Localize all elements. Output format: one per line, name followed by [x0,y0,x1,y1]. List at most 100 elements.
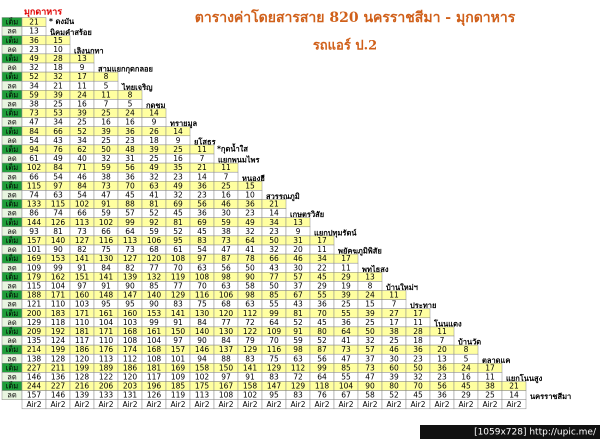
fare: 141 [99,272,114,281]
fare: 16 [461,372,471,381]
fare: 169 [27,254,42,263]
fare: 9 [296,227,301,236]
fare: 36 [29,36,39,45]
bus-type: Air2 [50,400,65,409]
fare: 73 [101,181,111,190]
fare: 99 [317,363,327,372]
fare: 9 [152,118,157,127]
bus-type: Air2 [482,400,497,409]
fare: 183 [51,309,66,318]
row-label: เต็ม [6,290,18,300]
fare: 25 [101,136,111,145]
fare: 11 [317,245,327,254]
fare: 5 [104,81,109,90]
row-label: เต็ม [6,108,18,118]
fare: 7 [104,99,109,108]
fare: 109 [171,372,186,381]
fare: 67 [293,291,303,300]
fare: 45 [317,272,327,281]
fare: 47 [365,372,375,381]
fare: 112 [291,363,306,372]
fare: 29 [341,272,351,281]
fare: 32 [101,154,111,163]
fare: 30 [389,354,399,363]
fare: 171 [99,327,114,336]
station: นิคมคำสร้อย [50,28,92,37]
fare: 99 [53,263,63,272]
fare: 21 [509,382,519,391]
fare: 85 [269,291,279,300]
fare: 63 [197,263,207,272]
fare: 52 [77,127,87,136]
fare: 11 [197,145,207,154]
fare: 99 [269,309,279,318]
fare: 30 [293,263,303,272]
fare: 25 [149,154,159,163]
row-label: เต็ม [6,71,18,81]
fare: 141 [75,254,90,263]
fare: 14 [197,172,207,181]
row-label: ลด [7,354,17,363]
footer-bar [420,425,600,439]
fare: 24 [365,291,375,300]
fare: 108 [195,272,210,281]
fare: 28 [53,54,63,63]
fare: 49 [245,218,255,227]
fare: 49 [53,154,63,163]
fare: 18 [53,63,63,72]
fare: 23 [413,354,423,363]
fare: 13 [365,272,375,281]
fare: 83 [173,300,183,309]
fare: 168 [123,327,138,336]
fare: 95 [125,300,135,309]
fare: 77 [173,281,183,290]
fare: 93 [29,227,39,236]
fare: 81 [173,218,183,227]
fare: 11 [221,163,231,172]
fare: 97 [173,336,183,345]
fare: 52 [29,72,39,81]
fare: 7 [224,172,229,181]
fare: 34 [269,218,279,227]
fare: 132 [147,272,162,281]
fare: 133 [99,391,114,400]
fare: 150 [219,363,234,372]
fare: 102 [75,200,90,209]
fare: 39 [53,90,63,99]
fare: 15 [245,181,255,190]
fare: 106 [147,236,162,245]
fare: 15 [365,300,375,309]
fare: 133 [27,200,42,209]
fare: 61 [173,245,183,254]
fare: 64 [125,227,135,236]
fare: 75 [197,300,207,309]
row-label: ลด [7,45,17,54]
row-label: ลด [7,227,17,236]
fare: 59 [101,163,111,172]
fare: 102 [243,391,258,400]
fare: 59 [101,209,111,218]
fare: 115 [27,181,42,190]
fare: 64 [341,327,351,336]
fare: 18 [149,136,159,145]
fare: 91 [77,263,87,272]
row-label: ลด [7,336,17,345]
fare: 25 [53,99,63,108]
fare: 7 [392,300,397,309]
fare: 95 [173,236,183,245]
fare: 116 [267,345,282,354]
bus-type: Air2 [362,400,377,409]
bus-type: Air2 [242,400,257,409]
station: ยโสธร [194,136,217,146]
fare: 216 [75,382,90,391]
fare: 14 [269,209,279,218]
fare: 108 [171,254,186,263]
fare: 108 [219,391,234,400]
fare: 55 [341,372,351,381]
fare: 27 [389,309,399,318]
fare: 70 [197,281,207,290]
row-label: เต็ม [6,381,18,391]
fare: 38 [101,172,111,181]
fare: 16 [125,118,135,127]
